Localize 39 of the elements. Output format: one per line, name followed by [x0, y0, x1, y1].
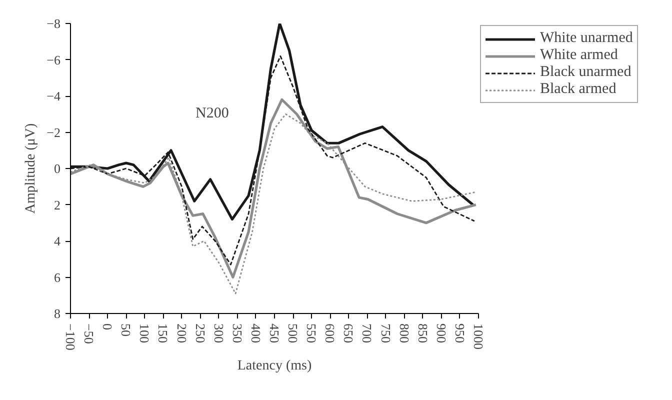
x-tick-label: −100: [63, 324, 78, 350]
x-tick-label: 250: [192, 324, 208, 343]
y-axis-title: Amplitude (μV): [24, 123, 39, 214]
legend-label: Black armed: [540, 81, 616, 98]
x-tick-label: 650: [341, 324, 356, 343]
x-tick-label: 550: [304, 324, 320, 343]
legend-label: White unarmed: [540, 30, 633, 47]
y-tick-label: −8: [46, 16, 61, 31]
x-axis-title: Latency (ms): [237, 358, 312, 374]
legend-label: Black unarmed: [540, 64, 632, 81]
x-tick-label: 350: [230, 324, 245, 343]
x-tick-label: 700: [360, 324, 375, 343]
x-tick-label: 150: [156, 324, 171, 343]
y-tick-label: 2: [54, 197, 60, 212]
x-tick-label: 600: [322, 324, 338, 343]
y-tick-label: −6: [46, 52, 61, 68]
x-tick-label: 0: [100, 324, 116, 330]
x-tick-label: 900: [434, 324, 449, 343]
legend-label: White armed: [540, 47, 618, 64]
y-tick-label: −2: [46, 124, 61, 140]
x-tick-label: 450: [267, 324, 282, 343]
x-tick-label: 50: [118, 324, 134, 336]
x-tick-label: 800: [396, 324, 412, 343]
annotation: N200: [196, 106, 229, 122]
y-tick-label: 8: [54, 306, 60, 321]
y-tick-label: 6: [54, 270, 61, 285]
x-tick-label: −50: [82, 324, 97, 344]
x-tick-label: 500: [286, 324, 301, 343]
y-tick-label: 0: [54, 161, 60, 176]
y-tick-label: −4: [46, 88, 61, 104]
x-tick-label: 850: [415, 324, 430, 343]
x-tick-label: 950: [452, 324, 468, 343]
x-tick-label: 300: [211, 324, 226, 343]
x-tick-label: 750: [378, 324, 394, 343]
x-tick-label: 100: [137, 324, 152, 343]
y-tick-label: 4: [54, 234, 61, 248]
x-tick-label: 400: [248, 324, 264, 343]
x-tick-label: 1000: [471, 324, 486, 350]
x-tick-label: 200: [174, 324, 190, 343]
